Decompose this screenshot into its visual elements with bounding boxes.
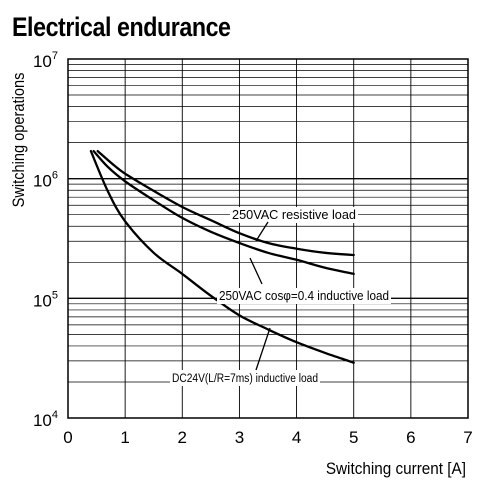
- plot-frame: [67, 58, 469, 419]
- x-tick-label: 6: [406, 428, 415, 447]
- series-line-1: [96, 149, 355, 257]
- y-tick-label: 107: [33, 50, 58, 71]
- x-axis-label: Switching current [A]: [326, 459, 466, 478]
- annotation-background: [170, 370, 320, 386]
- annotation-background: [217, 288, 391, 304]
- y-tick-label: 104: [33, 409, 58, 430]
- x-tick-label: 7: [463, 428, 472, 447]
- annotation-label: 250VAC cosφ=0.4 inductive load: [219, 288, 389, 303]
- curve-annotations: 250VAC resistive load 250VAC cosφ=0.4 ind…: [170, 207, 391, 386]
- y-tick-label: 106: [33, 170, 58, 191]
- annotation-label: 250VAC resistive load: [232, 207, 356, 222]
- annotation-label: DC24V(L/R=7ms) inductive load: [172, 373, 318, 385]
- annotation-leader-line: [255, 221, 269, 242]
- x-tick-label: 2: [178, 428, 187, 447]
- x-tick-label: 3: [235, 428, 244, 447]
- y-tick-labels: 104 105 106 107: [33, 50, 58, 430]
- chart-title: Electrical endurance: [12, 12, 231, 42]
- x-tick-label: 4: [292, 428, 301, 447]
- x-tick-label: 1: [120, 428, 129, 447]
- x-tick-labels: 0 1 2 3 4 5 6 7: [63, 428, 472, 447]
- annotation-leader-line: [249, 257, 263, 285]
- x-tick-label: 5: [349, 428, 358, 447]
- series-line-2: [92, 149, 355, 276]
- annotation-leader-line: [255, 327, 271, 371]
- grid: [68, 59, 468, 418]
- y-tick-label: 105: [33, 289, 58, 310]
- series-curves: [89, 149, 355, 364]
- x-tick-label: 0: [63, 428, 72, 447]
- annotation-background: [230, 207, 358, 223]
- series-line-3: [89, 149, 355, 364]
- y-axis-label: Switching operations: [10, 73, 28, 208]
